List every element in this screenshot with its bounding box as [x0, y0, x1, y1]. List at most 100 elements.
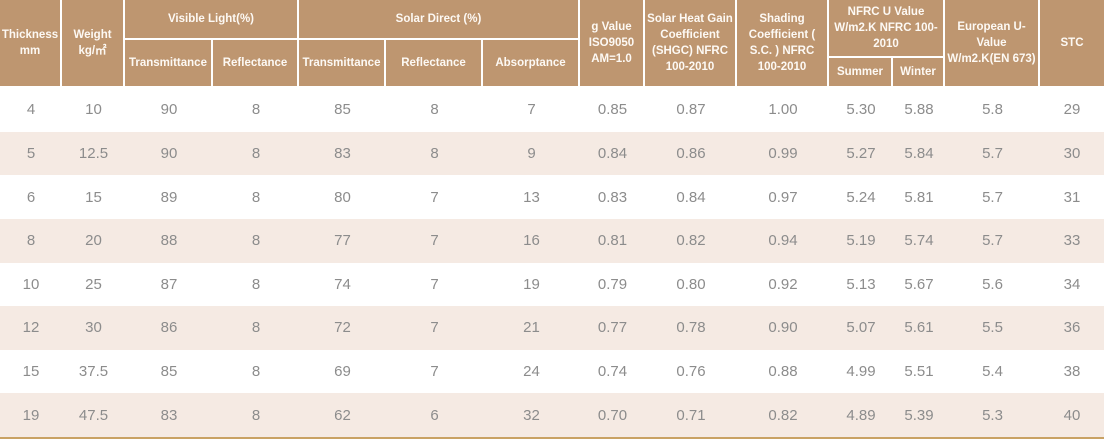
table-cell: 32 [523, 406, 540, 424]
col-header-g-value: g Value ISO9050 AM=1.0 [580, 0, 645, 88]
table-cell: 24 [523, 363, 540, 381]
table-cell: 83 [160, 406, 178, 424]
table-cell: 6 [430, 406, 439, 424]
table-cell: 0.79 [597, 275, 628, 293]
table-cell: 8 [251, 144, 261, 162]
table-cell: 86 [160, 319, 178, 337]
table-cell: 5.7 [982, 144, 1003, 162]
table-cell: 0.84 [597, 144, 628, 162]
table-row: 5 12.5 90 8 83 8 9 0.84 0.86 0.99 5.27 5.84 5.7 30 [0, 131, 1104, 176]
table-cell: 74 [334, 275, 351, 293]
table-cell: 0.82 [676, 232, 706, 250]
table-cell: 5.7 [982, 232, 1003, 250]
table-cell: 0.86 [676, 144, 706, 162]
table-cell: 30 [85, 319, 102, 337]
table-cell: 15 [22, 363, 40, 381]
table-header: Thickness mm Weight kg/㎡ Visible Light(%… [0, 0, 1104, 88]
table-bottom-rule [0, 437, 1104, 439]
table-cell: 88 [160, 232, 178, 250]
table-cell: 5.24 [846, 188, 876, 206]
table-cell: 8 [251, 188, 261, 206]
table-cell: 80 [334, 188, 351, 206]
table-cell: 15 [85, 188, 102, 206]
table-cell: 21 [523, 319, 540, 337]
col-header-winter: Winter [893, 58, 945, 88]
table-cell: 89 [160, 188, 178, 206]
table-cell: 5.51 [904, 363, 934, 381]
table-cell: 8 [251, 275, 261, 293]
table-cell: 1.00 [768, 101, 798, 119]
table-cell: 7 [527, 101, 536, 119]
table-cell: 13 [523, 188, 540, 206]
table-cell: 0.87 [676, 101, 706, 119]
table-row: 8 20 88 8 77 7 16 0.81 0.82 0.94 5.19 5.74 5.7 33 [0, 218, 1104, 263]
table-cell: 36 [1063, 319, 1081, 337]
table-cell: 5.27 [846, 144, 876, 162]
table-cell: 8 [251, 363, 261, 381]
table-row: 4 10 90 8 85 8 7 0.85 0.87 1.00 5.30 5.88 5.8 29 [0, 88, 1104, 132]
table-cell: 5.84 [904, 144, 934, 162]
table-cell: 5.61 [904, 319, 934, 337]
table-cell: 8 [251, 101, 261, 119]
table-cell: 47.5 [78, 406, 109, 424]
table-cell: 10 [22, 275, 40, 293]
table-row: 19 47.5 83 8 62 6 32 0.70 0.71 0.82 4.89 5.39 5.3 40 [0, 393, 1104, 437]
group-header-visible-light: Visible Light(%) [125, 0, 299, 40]
table-cell: 5.67 [904, 275, 934, 293]
table-row: 15 37.5 85 8 69 7 24 0.74 0.76 0.88 4.99 5.51 5.4 38 [0, 349, 1104, 394]
table-cell: 69 [334, 363, 351, 381]
table-cell: 12.5 [78, 144, 109, 162]
col-header-visible-reflectance: Reflectance [213, 40, 299, 88]
table-cell: 90 [160, 101, 178, 119]
table-cell: 5.19 [846, 232, 876, 250]
table-cell: 8 [251, 406, 261, 424]
table-cell: 0.70 [597, 406, 628, 424]
table-cell: 4.99 [846, 363, 876, 381]
table-body: 4 10 90 8 85 8 7 0.85 0.87 1.00 5.30 5.88 5.8 29 5 12.5… [0, 88, 1104, 437]
col-header-european-u-value: European U-Value W/m2.K(EN 673) [945, 0, 1040, 88]
table-cell: 8 [251, 319, 261, 337]
table-cell: 19 [523, 275, 540, 293]
table-cell: 5.8 [982, 101, 1003, 119]
col-header-stc: STC [1040, 0, 1104, 88]
table-cell: 7 [430, 232, 439, 250]
table-cell: 5.4 [982, 363, 1003, 381]
table-cell: 20 [85, 232, 102, 250]
table-cell: 5.13 [846, 275, 876, 293]
table-cell: 0.76 [676, 363, 706, 381]
table-cell: 10 [85, 101, 102, 119]
table-cell: 37.5 [78, 363, 109, 381]
table-cell: 12 [22, 319, 40, 337]
table-cell: 0.97 [768, 188, 798, 206]
group-header-solar-direct: Solar Direct (%) [299, 0, 580, 40]
table-cell: 5.30 [846, 101, 876, 119]
table-cell: 0.77 [597, 319, 628, 337]
col-header-shading-coefficient: Shading Coefficient ( S.C. ) NFRC 100-20… [737, 0, 829, 88]
table-row: 6 15 89 8 80 7 13 0.83 0.84 0.97 5.24 5.81 5.7 31 [0, 175, 1104, 219]
table-row: 12 30 86 8 72 7 21 0.77 0.78 0.90 5.07 5.61 5.5 36 [0, 306, 1104, 350]
table-cell: 85 [160, 363, 178, 381]
table-cell: 0.94 [768, 232, 798, 250]
col-header-weight: Weight kg/㎡ [62, 0, 125, 88]
table-cell: 29 [1063, 101, 1081, 119]
table-cell: 77 [334, 232, 351, 250]
table-cell: 5.3 [982, 406, 1003, 424]
col-header-shgc: Solar Heat Gain Coefficient (SHGC) NFRC … [645, 0, 737, 88]
table-cell: 7 [430, 319, 439, 337]
table-cell: 8 [430, 144, 439, 162]
table-cell: 9 [527, 144, 536, 162]
col-header-thickness: Thickness mm [0, 0, 62, 88]
table-cell: 33 [1063, 232, 1081, 250]
table-cell: 0.88 [768, 363, 798, 381]
table-cell: 38 [1063, 363, 1081, 381]
group-header-nfrc-u-value: NFRC U Value W/m2.K NFRC 100-2010 [829, 0, 945, 58]
table-cell: 0.74 [597, 363, 628, 381]
table-cell: 5.7 [982, 188, 1003, 206]
table-cell: 5.6 [982, 275, 1003, 293]
table-cell: 0.78 [676, 319, 706, 337]
table-cell: 19 [22, 406, 40, 424]
table-cell: 5.88 [904, 101, 934, 119]
table-cell: 72 [334, 319, 351, 337]
col-header-solar-reflectance: Reflectance [386, 40, 483, 88]
